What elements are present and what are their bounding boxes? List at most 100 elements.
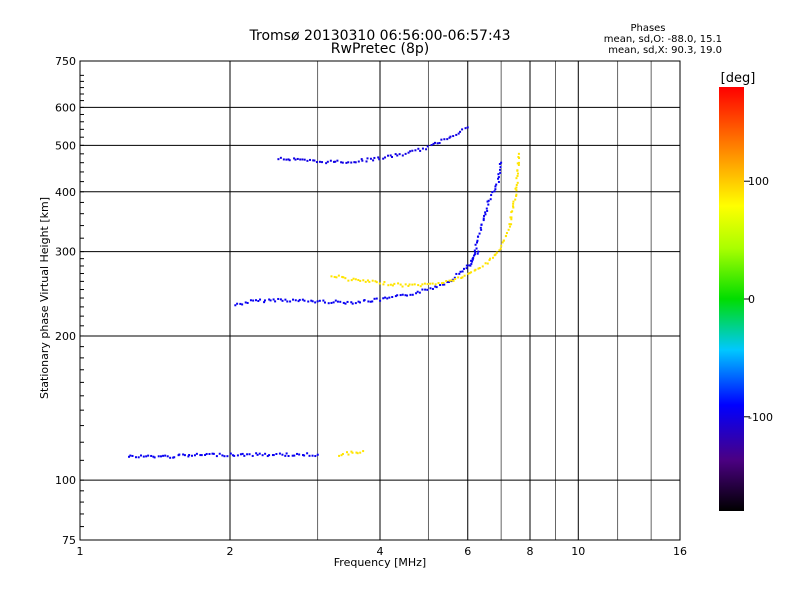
- data-point: [417, 284, 420, 287]
- data-point: [345, 451, 348, 454]
- data-point: [162, 454, 165, 457]
- data-point: [351, 451, 354, 454]
- data-point: [131, 454, 134, 457]
- data-point: [145, 455, 148, 458]
- x-tick-label: 2: [227, 545, 234, 558]
- data-point: [371, 279, 374, 282]
- data-point: [471, 260, 474, 263]
- data-point: [368, 280, 371, 283]
- data-point: [389, 283, 392, 286]
- data-point: [182, 453, 185, 456]
- data-point: [277, 158, 280, 161]
- data-point: [190, 454, 193, 457]
- data-point: [489, 198, 492, 201]
- data-point: [382, 283, 385, 286]
- data-point: [172, 456, 175, 459]
- data-point: [470, 271, 473, 274]
- data-point: [505, 234, 508, 237]
- data-point: [336, 300, 339, 303]
- data-point: [169, 456, 172, 459]
- y-tick-label: 600: [55, 101, 76, 114]
- data-point: [478, 232, 481, 235]
- data-point: [252, 299, 255, 302]
- data-point: [411, 283, 414, 286]
- data-point: [501, 241, 504, 244]
- data-point: [461, 276, 464, 279]
- data-point: [495, 251, 498, 254]
- data-point: [518, 157, 521, 160]
- data-point: [307, 300, 310, 303]
- x-tick-label: 10: [571, 545, 585, 558]
- data-point: [236, 302, 239, 305]
- data-point: [309, 158, 312, 161]
- data-point: [352, 277, 355, 280]
- data-point: [310, 299, 313, 302]
- data-point: [362, 279, 365, 282]
- data-point: [493, 190, 496, 193]
- data-point: [301, 158, 304, 161]
- data-point: [488, 259, 491, 262]
- data-point: [226, 455, 229, 458]
- y-axis-ticks: 75 100 200 300 400 500 600 750: [55, 55, 84, 547]
- data-point: [350, 301, 353, 304]
- data-point: [382, 157, 385, 160]
- data-point: [277, 297, 280, 300]
- data-point: [512, 202, 515, 205]
- data-point: [467, 272, 470, 275]
- data-point: [474, 268, 477, 271]
- data-point: [297, 300, 300, 303]
- data-point: [332, 301, 335, 304]
- data-point: [372, 159, 375, 162]
- data-point: [399, 294, 402, 297]
- data-point: [394, 153, 397, 156]
- data-point: [142, 455, 145, 458]
- data-point: [337, 274, 340, 277]
- data-point: [369, 157, 372, 160]
- data-point: [279, 156, 282, 159]
- data-point: [455, 272, 458, 275]
- data-point: [342, 301, 345, 304]
- data-point: [452, 279, 455, 282]
- stats-x-mode: mean, sd,X: 90.3, 19.0: [608, 45, 722, 56]
- data-point: [366, 157, 369, 160]
- data-point: [341, 453, 344, 456]
- data-point: [334, 160, 337, 163]
- data-point: [480, 223, 483, 226]
- data-point: [408, 283, 411, 286]
- data-point: [303, 299, 306, 302]
- data-point: [516, 172, 519, 175]
- data-point: [199, 454, 202, 457]
- y-tick-label: 100: [55, 474, 76, 487]
- data-point: [353, 161, 356, 164]
- data-point: [335, 276, 338, 279]
- data-point: [236, 454, 239, 457]
- data-point: [364, 280, 367, 283]
- data-point: [356, 452, 359, 455]
- data-point: [475, 247, 478, 250]
- data-point: [426, 145, 429, 148]
- data-point: [294, 158, 297, 161]
- data-point: [497, 177, 500, 180]
- data-point: [369, 300, 372, 303]
- data-point: [159, 455, 162, 458]
- data-point: [418, 291, 421, 294]
- data-point: [487, 203, 490, 206]
- data-point: [282, 158, 285, 161]
- data-point: [516, 181, 519, 184]
- data-point: [387, 154, 389, 157]
- data-point: [483, 214, 486, 217]
- data-point: [147, 454, 150, 457]
- data-point: [316, 300, 319, 303]
- data-point: [396, 154, 399, 157]
- data-point: [512, 200, 515, 203]
- data-point: [459, 130, 462, 133]
- data-point: [301, 298, 304, 301]
- data-point: [489, 257, 492, 260]
- data-point: [359, 279, 362, 282]
- data-point: [231, 454, 234, 457]
- data-point: [383, 280, 386, 283]
- data-point: [409, 150, 412, 153]
- colorbar-label: [deg]: [721, 71, 756, 86]
- data-point: [476, 239, 479, 242]
- data-point: [406, 294, 409, 297]
